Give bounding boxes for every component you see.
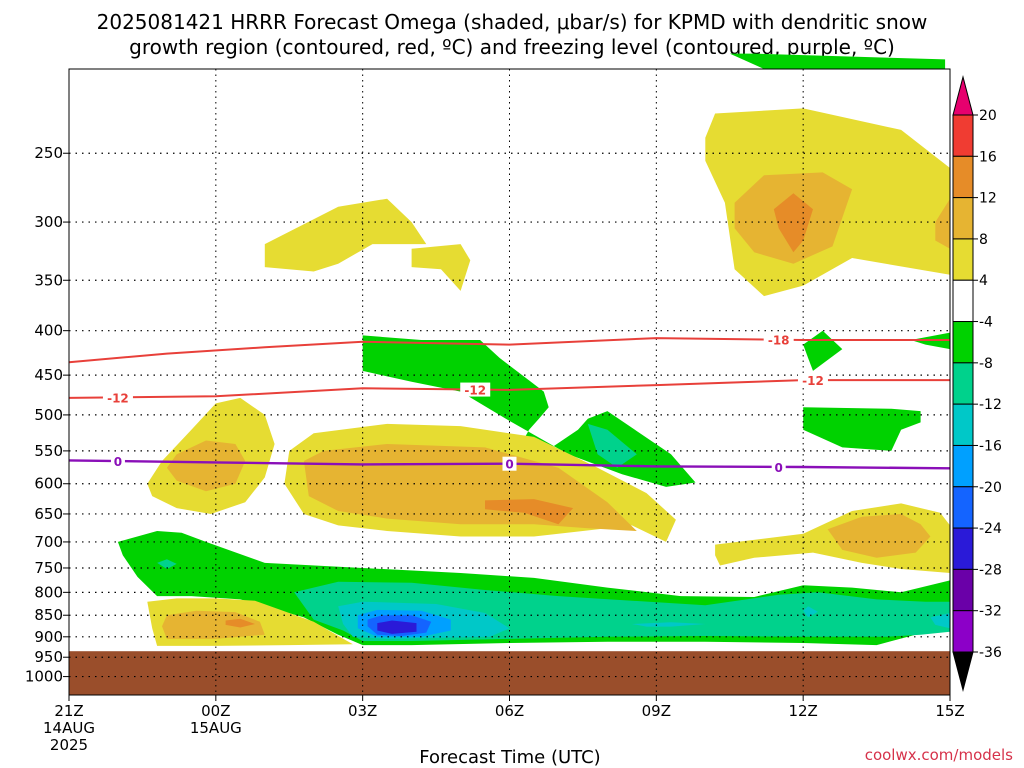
colorbar-swatch xyxy=(952,568,974,612)
colorbar-swatch xyxy=(952,362,974,405)
colorbar-label: -12 xyxy=(979,397,1002,413)
colorbar-label: -4 xyxy=(979,315,993,331)
contour-label-bg xyxy=(763,332,794,347)
y-tick-label: 600 xyxy=(34,475,63,493)
colorbar-label: -24 xyxy=(979,521,1002,537)
contour-label-bg xyxy=(797,373,828,388)
omega-region xyxy=(225,618,255,628)
x-tick-label: 00Z xyxy=(201,702,230,720)
x-tick-label: 15AUG xyxy=(190,719,242,737)
omega-region xyxy=(803,330,843,371)
contour-label-bg xyxy=(110,454,125,469)
y-tick-label: 550 xyxy=(34,442,63,460)
omega-region xyxy=(729,53,946,69)
y-tick-label: 250 xyxy=(34,144,63,162)
y-tick-label: 300 xyxy=(34,213,63,231)
omega-region xyxy=(803,606,818,618)
colorbar-swatch xyxy=(952,238,974,281)
x-tick-label: 14AUG xyxy=(43,719,95,737)
y-tick-label: 650 xyxy=(34,505,63,523)
omega-region xyxy=(411,244,471,291)
y-tick-label: 400 xyxy=(34,322,63,340)
colorbar-label: 12 xyxy=(979,191,997,207)
contour-label: -12 xyxy=(802,374,824,388)
colorbar-swatch xyxy=(952,114,974,157)
omega-region xyxy=(935,198,950,249)
omega-shading xyxy=(117,53,951,646)
x-tick-label: 12Z xyxy=(788,702,817,720)
omega-region xyxy=(377,620,417,634)
omega-region xyxy=(773,193,813,253)
contour-label-bg xyxy=(102,390,133,405)
contour-label-bg xyxy=(460,382,491,397)
colorbar-label: -32 xyxy=(979,604,1002,620)
y-tick-label: 500 xyxy=(34,406,63,424)
omega-region xyxy=(162,610,265,639)
colorbar-swatch xyxy=(952,279,974,323)
y-tick-label: 350 xyxy=(34,271,63,289)
omega-region xyxy=(157,559,177,569)
y-tick-label: 800 xyxy=(34,583,63,601)
x-axis-label: Forecast Time (UTC) xyxy=(419,747,600,768)
colorbar-swatch xyxy=(952,610,974,653)
omega-region xyxy=(930,613,950,629)
colorbar-swatch xyxy=(952,444,974,488)
x-tick-label: 2025 xyxy=(50,736,88,754)
colorbar-swatch xyxy=(952,527,974,570)
contour-label: -12 xyxy=(464,384,486,398)
omega-region xyxy=(166,440,246,492)
colorbar-label: -28 xyxy=(979,562,1002,578)
colorbar-label: 20 xyxy=(979,108,997,124)
omega-region xyxy=(264,198,427,272)
contour-label: 0 xyxy=(775,461,783,475)
contour-label: 0 xyxy=(505,458,513,472)
y-tick-label: 700 xyxy=(34,533,63,551)
omega-region xyxy=(587,423,637,468)
x-tick-label: 06Z xyxy=(495,702,524,720)
colorbar-swatch xyxy=(952,321,974,364)
y-tick-label: 950 xyxy=(34,648,63,666)
omega-colorbar: -36 -32 -28 -24 -20 -16 -12 -8 -4 4 8 12 16 20 xyxy=(952,75,1002,692)
colorbar-label: -20 xyxy=(979,480,1002,496)
colorbar-bottom-arrow xyxy=(952,651,974,692)
y-tick-label: 1000 xyxy=(25,668,63,686)
chart-title-line1: 2025081421 HRRR Forecast Omega (shaded, … xyxy=(97,10,928,34)
x-tick-label: 09Z xyxy=(642,702,671,720)
temperature-contours: -18 -12 -12 -12 0 0 0 xyxy=(68,332,951,475)
colorbar-swatch xyxy=(952,197,974,240)
contour-label-bg xyxy=(502,456,517,471)
x-tick-label: 03Z xyxy=(348,702,377,720)
omega-region xyxy=(803,407,921,451)
x-tick-label: 15Z xyxy=(935,702,964,720)
contour-label: -12 xyxy=(107,391,129,405)
contour-label: -18 xyxy=(768,334,790,348)
colorbar-label: -36 xyxy=(979,645,1002,661)
y-tick-label: 450 xyxy=(34,366,63,384)
contour-label: 0 xyxy=(114,455,122,469)
omega-region xyxy=(631,622,706,627)
colorbar-swatch xyxy=(952,403,974,446)
contour-label-bg xyxy=(771,459,786,474)
y-tick-label: 750 xyxy=(34,559,63,577)
colorbar-top-arrow xyxy=(952,75,974,116)
colorbar-label: -16 xyxy=(979,438,1002,454)
omega-region xyxy=(827,514,931,558)
y-tick-label: 900 xyxy=(34,628,63,646)
colorbar-label: -8 xyxy=(979,356,993,372)
colorbar-label: 8 xyxy=(979,232,988,248)
colorbar-swatch xyxy=(952,486,974,529)
colorbar-label: 4 xyxy=(979,273,988,289)
x-tick-label: 21Z xyxy=(54,702,83,720)
omega-region xyxy=(485,499,574,525)
colorbar-label: 16 xyxy=(979,149,997,165)
colorbar-swatch xyxy=(952,155,974,199)
credit-link[interactable]: coolwx.com/models xyxy=(865,746,1013,764)
pressure-axis: 250 300 350 400 450 500 550 600 650 700 750 800 850 9… xyxy=(25,144,69,686)
y-tick-label: 850 xyxy=(34,606,63,624)
